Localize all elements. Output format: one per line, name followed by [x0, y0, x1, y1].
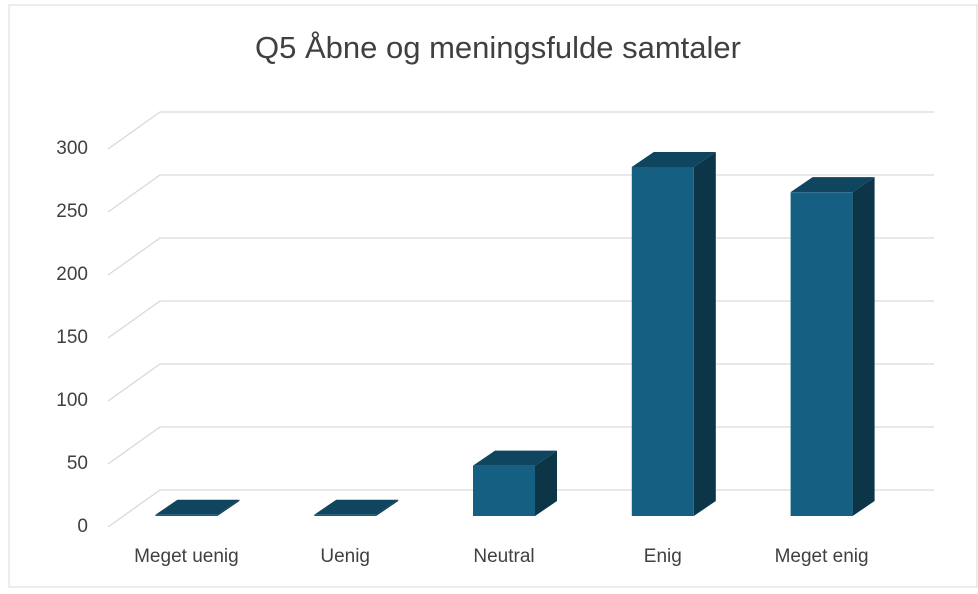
chart-title: Q5 Åbne og meningsfulde samtaler — [255, 30, 741, 65]
bar-side — [376, 499, 399, 516]
y-tick-label: 300 — [56, 138, 88, 159]
x-tick-label: Meget enig — [775, 546, 869, 567]
bar-side — [852, 177, 875, 516]
y-tick-label: 250 — [56, 201, 88, 222]
bar — [473, 465, 535, 516]
bar-side — [217, 499, 240, 516]
y-tick-label: 200 — [56, 264, 88, 285]
bar — [631, 166, 694, 517]
bar — [790, 192, 853, 516]
bar-top — [631, 151, 716, 167]
bar-side — [535, 450, 557, 516]
y-tick-label: 50 — [67, 453, 88, 474]
bar-top — [473, 450, 557, 466]
bar-top — [790, 177, 875, 193]
bar-top — [155, 499, 240, 515]
grid-line — [107, 111, 934, 150]
bar — [314, 514, 377, 516]
bar-top — [314, 499, 399, 515]
bar — [155, 514, 218, 516]
y-tick-label: 150 — [56, 327, 88, 348]
y-tick-label: 100 — [56, 390, 88, 411]
bar-side — [693, 151, 716, 517]
x-tick-label: Uenig — [320, 546, 370, 567]
x-tick-label: Neutral — [473, 546, 534, 567]
x-tick-label: Meget uenig — [134, 546, 239, 567]
x-tick-label: Enig — [644, 546, 682, 567]
y-tick-label: 0 — [77, 516, 88, 537]
